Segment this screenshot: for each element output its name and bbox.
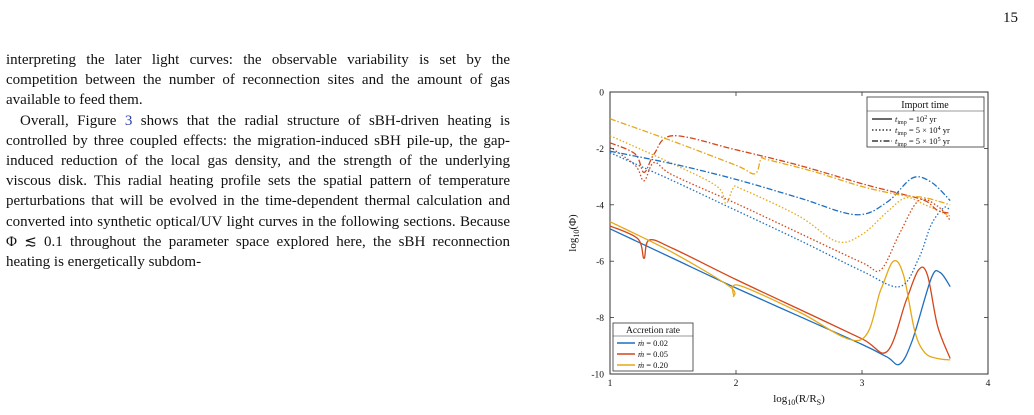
series-line-mdot-005-solid	[609, 225, 951, 359]
legend-mdot-020-label: ṁ = 0.20	[638, 360, 668, 370]
legend-accretion-rate: Accretion rate ṁ = 0.02 ṁ = 0.05 ṁ = 0.2…	[612, 322, 694, 372]
figure-phi-vs-radius: 1 2 3 4 0 -2 -4 -6 -8 -10 log10(R/RS) log10(Φ) Im…	[556, 80, 1006, 410]
x-tick-label: 1	[608, 379, 613, 389]
legend-import-entry-dashdot: timp = 5 × 105 yr	[895, 136, 950, 148]
series-line-mdot-005-dashdot	[609, 135, 951, 214]
y-tick-label: 0	[599, 89, 604, 99]
x-axis-label: log10(R/RS)	[773, 393, 825, 407]
legend-import-title: Import time	[901, 100, 949, 111]
series-line-mdot-002-dashdot	[609, 150, 951, 216]
paragraph-figure-summary: Overall, Figure 3 shows that the radial …	[6, 111, 510, 273]
legend-mdot-005-label: ṁ = 0.05	[638, 349, 668, 359]
figure-reference-link[interactable]: 3	[124, 112, 133, 129]
paragraph-continued: interpreting the later light curves: the…	[6, 52, 510, 109]
y-tick-label: -10	[591, 371, 604, 381]
legend-import-entry-solid: timp = 102 yr	[895, 114, 937, 126]
legend-import-box	[866, 96, 985, 148]
page-number: 15	[1003, 10, 1018, 26]
legend-import-time: Import time timp = 102 yr timp = 5 × 104…	[866, 96, 985, 148]
legend-accretion-box	[612, 322, 694, 372]
y-tick-label: -6	[596, 258, 604, 268]
legend-mdot-002-label: ṁ = 0.02	[638, 338, 668, 348]
series-line-mdot-005-dotted	[609, 146, 951, 273]
x-tick-label: 3	[860, 379, 865, 389]
plot-area-frame	[609, 91, 989, 375]
legend-import-entry-dotted: timp = 5 × 104 yr	[895, 125, 950, 137]
body-text-column: interpreting the later light curves: the…	[6, 50, 510, 272]
series-line-mdot-002-dotted	[609, 152, 951, 288]
y-tick-label: -2	[596, 145, 604, 155]
series-line-mdot-002-solid	[609, 228, 951, 366]
line-chart: 1 2 3 4 0 -2 -4 -6 -8 -10 log10(R/RS) log10(Φ) Im…	[567, 89, 991, 408]
y-tick-label: -4	[596, 201, 604, 211]
legend-accretion-title: Accretion rate	[626, 326, 680, 336]
y-tick-label: -8	[596, 314, 604, 324]
series-line-mdot-020-solid	[609, 221, 951, 361]
paragraph-text-start: Overall, Figure	[20, 112, 125, 129]
series-line-mdot-020-dashdot	[609, 118, 951, 206]
paragraph-text-end: shows that the radial structure of sBH-d…	[6, 112, 511, 271]
y-axis-label: log10(Φ)	[567, 214, 581, 252]
x-tick-label: 4	[986, 379, 991, 389]
x-tick-label: 2	[734, 379, 739, 389]
series-line-mdot-020-dotted	[609, 135, 951, 243]
